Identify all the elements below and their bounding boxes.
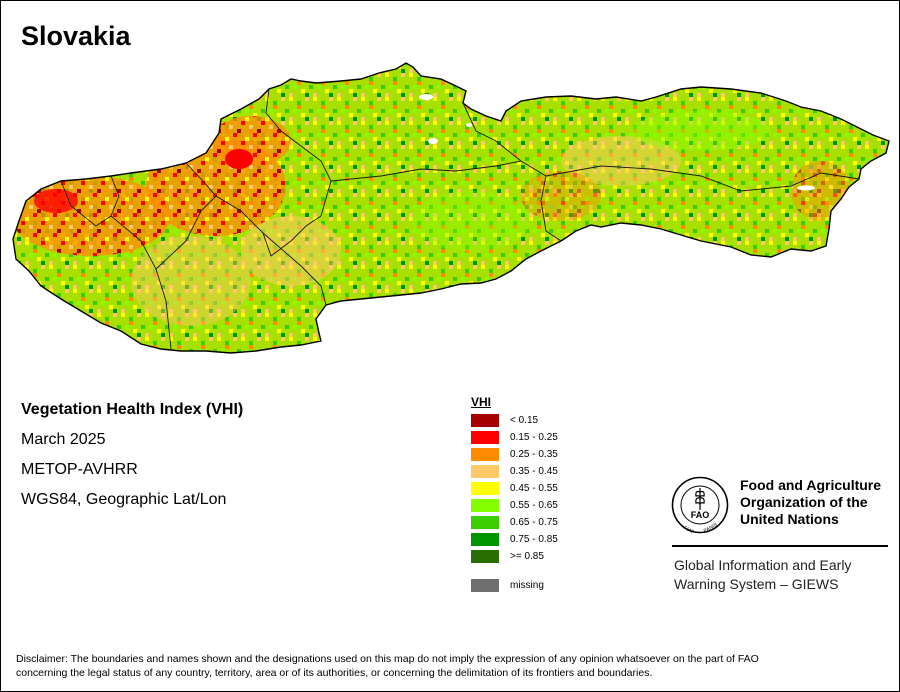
giews-name: Global Information and Early Warning Sys…	[674, 556, 889, 594]
fao-ring-left: FIAT	[683, 525, 695, 534]
legend-title: VHI	[471, 395, 492, 409]
region-borders	[60, 88, 860, 350]
legend-swatch	[471, 533, 499, 546]
legend-label: 0.45 - 0.55	[510, 483, 558, 494]
legend-label: < 0.15	[510, 415, 539, 426]
legend-swatch	[471, 579, 499, 592]
fao-logo-icon: FAO FIAT PANIS	[671, 476, 729, 534]
product-title: Vegetation Health Index (VHI)	[21, 401, 244, 418]
legend-swatch	[471, 499, 499, 512]
legend-swatch	[471, 414, 499, 427]
legend-swatch	[471, 465, 499, 478]
product-sensor: METOP-AVHRR	[21, 461, 138, 478]
legend-swatch	[471, 482, 499, 495]
vhi-map-svg	[12, 62, 890, 354]
fao-name-line: Food and Agriculture	[740, 477, 882, 493]
vhi-map	[1, 51, 900, 361]
fao-name-line: Organization of the	[740, 494, 868, 510]
water-bodies	[419, 94, 815, 191]
country-title: Slovakia	[21, 21, 131, 51]
fao-name-line: United Nations	[740, 511, 839, 527]
fao-logo-text: FAO	[691, 510, 710, 520]
country-border	[12, 62, 890, 354]
legend-label: 0.55 - 0.65	[510, 500, 558, 511]
legend-swatch	[471, 550, 499, 563]
product-date: March 2025	[21, 431, 106, 448]
disclaimer-line: Disclaimer: The boundaries and names sho…	[16, 653, 759, 665]
legend-label: 0.35 - 0.45	[510, 466, 558, 477]
fao-name: Food and Agriculture Organization of the…	[740, 477, 890, 528]
disclaimer-line: concerning the legal status of any count…	[16, 667, 653, 679]
legend-label: >= 0.85	[510, 551, 544, 562]
legend-label: 0.65 - 0.75	[510, 517, 558, 528]
legend-swatch	[471, 516, 499, 529]
fao-branding: FAO FIAT PANIS Food and Agriculture Orga…	[671, 474, 891, 594]
legend-label: 0.15 - 0.25	[510, 432, 558, 443]
giews-line: Global Information and Early	[674, 557, 852, 573]
legend-label: missing	[510, 580, 544, 591]
legend-swatch	[471, 431, 499, 444]
legend-label: 0.75 - 0.85	[510, 534, 558, 545]
legend-swatch	[471, 448, 499, 461]
product-projection: WGS84, Geographic Lat/Lon	[21, 491, 227, 508]
vhi-raster	[13, 63, 889, 353]
disclaimer: Disclaimer: The boundaries and names sho…	[16, 652, 886, 680]
fao-divider	[672, 545, 888, 547]
giews-line: Warning System – GIEWS	[674, 576, 839, 592]
legend-label: 0.25 - 0.35	[510, 449, 558, 460]
